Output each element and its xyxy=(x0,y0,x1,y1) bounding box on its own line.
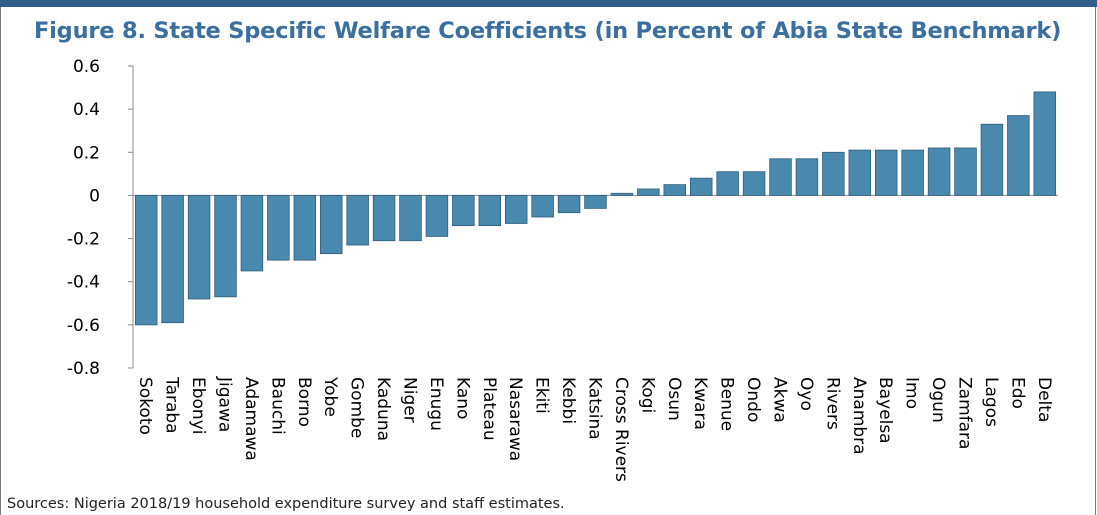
x-tick-label: Taraba xyxy=(162,376,182,434)
bars xyxy=(134,91,1057,326)
x-tick-label: Kogi xyxy=(637,377,657,413)
x-tick-label: Bauchi xyxy=(267,377,287,435)
bar-rivers xyxy=(822,151,845,196)
bar-sokoto xyxy=(134,195,158,326)
y-tick-label: -0.2 xyxy=(67,230,100,250)
bar-imo xyxy=(901,149,924,196)
x-tick-label: Niger xyxy=(400,377,420,423)
x-tick-label: Benue xyxy=(717,377,737,431)
chart-title: Figure 8. State Specific Welfare Coeffic… xyxy=(34,18,1062,44)
bar-niger xyxy=(399,195,422,242)
bar-benue xyxy=(716,171,739,196)
bar-jigawa xyxy=(214,195,237,298)
bar-anambra xyxy=(848,149,872,196)
x-tick-label: Cross Rivers xyxy=(611,377,631,482)
bar-taraba xyxy=(161,195,184,324)
x-tick-label: Yobe xyxy=(320,376,340,417)
bar-delta xyxy=(1033,91,1057,196)
x-tick-label: Adamawa xyxy=(241,377,261,461)
bar-akwa xyxy=(769,158,792,196)
bar-osun xyxy=(663,184,687,196)
x-tick-label: Ondo xyxy=(743,377,763,422)
x-tick-label: Nasarawa xyxy=(505,377,525,461)
x-tick-label: Zamfara xyxy=(955,377,975,449)
x-tick-label: Kaduna xyxy=(373,377,393,441)
bar-ondo xyxy=(742,171,766,196)
x-tick-label: Ekiti xyxy=(532,377,552,414)
x-tick-label: Bayelsa xyxy=(875,377,895,444)
bar-enugu xyxy=(425,195,449,237)
bar-nasarawa xyxy=(504,195,528,224)
x-tick-label: Enugu xyxy=(426,377,446,431)
y-tick-label: 0.2 xyxy=(73,143,100,163)
y-tick-label: 0 xyxy=(89,186,100,206)
bar-lagos xyxy=(980,123,1004,196)
y-tick-label: -0.6 xyxy=(67,316,100,336)
top-rule xyxy=(0,0,1097,7)
bar-ekiti xyxy=(531,195,554,218)
x-tick-label: Kebbi xyxy=(558,377,578,424)
x-tick-label: Plateau xyxy=(479,377,499,441)
x-tick-label: Rivers xyxy=(822,377,842,430)
x-tick-label: Ogun xyxy=(928,377,948,423)
x-tick-label: Oyo xyxy=(796,377,816,411)
x-tick-label: Jigawa xyxy=(215,376,235,432)
x-tick-label: Anambra xyxy=(849,377,869,455)
bar-edo xyxy=(1007,115,1030,196)
x-tick-label: Ebonyi xyxy=(188,377,208,435)
x-tick-label: Edo xyxy=(1007,377,1027,409)
x-tick-label: Katsina xyxy=(585,377,605,440)
bar-oyo xyxy=(795,158,819,196)
bar-ebonyi xyxy=(187,195,211,300)
bar-gombe xyxy=(346,195,369,246)
x-tick-label: Kano xyxy=(452,377,472,419)
bar-yobe xyxy=(319,195,343,255)
x-tick-label: Akwa xyxy=(770,377,790,423)
x-tick-label: Borno xyxy=(294,377,314,427)
source-note: Sources: Nigeria 2018/19 household expen… xyxy=(7,496,565,512)
y-tick-label: 0.4 xyxy=(73,100,100,120)
bar-ogun xyxy=(927,147,951,196)
y-axis: 0.6 0.4 0.2 0 -0.2 -0.4 -0.6 -0.8 xyxy=(67,57,1058,379)
bar-kano xyxy=(452,195,475,227)
bar-katsina xyxy=(584,195,607,209)
bar-borno xyxy=(293,195,317,261)
x-tick-label: Gombe xyxy=(347,377,367,438)
bar-kebbi xyxy=(557,195,581,214)
x-tick-label: Lagos xyxy=(981,377,1001,427)
x-tick-label: Sokoto xyxy=(135,377,155,435)
bar-adamawa xyxy=(240,195,264,272)
bar-kwara xyxy=(689,177,713,196)
bar-cross-rivers xyxy=(610,192,634,196)
bar-kaduna xyxy=(372,195,396,242)
y-tick-label: -0.4 xyxy=(67,273,100,293)
x-tick-label: Delta xyxy=(1034,377,1054,422)
bar-bayelsa xyxy=(874,149,898,196)
x-tick-label: Kwara xyxy=(690,377,710,430)
y-tick-label: 0.6 xyxy=(73,57,100,77)
bar-bauchi xyxy=(267,195,290,261)
y-tick-label: -0.8 xyxy=(67,359,100,379)
bar-plateau xyxy=(478,195,502,227)
bar-kogi xyxy=(637,188,660,196)
bar-zamfara xyxy=(954,147,977,196)
x-tick-label: Imo xyxy=(902,377,922,409)
x-tick-label: Osun xyxy=(664,377,684,421)
x-axis-labels: Sokoto Taraba Ebonyi Jigawa Adamawa Bauchi Bor… xyxy=(135,376,1054,482)
